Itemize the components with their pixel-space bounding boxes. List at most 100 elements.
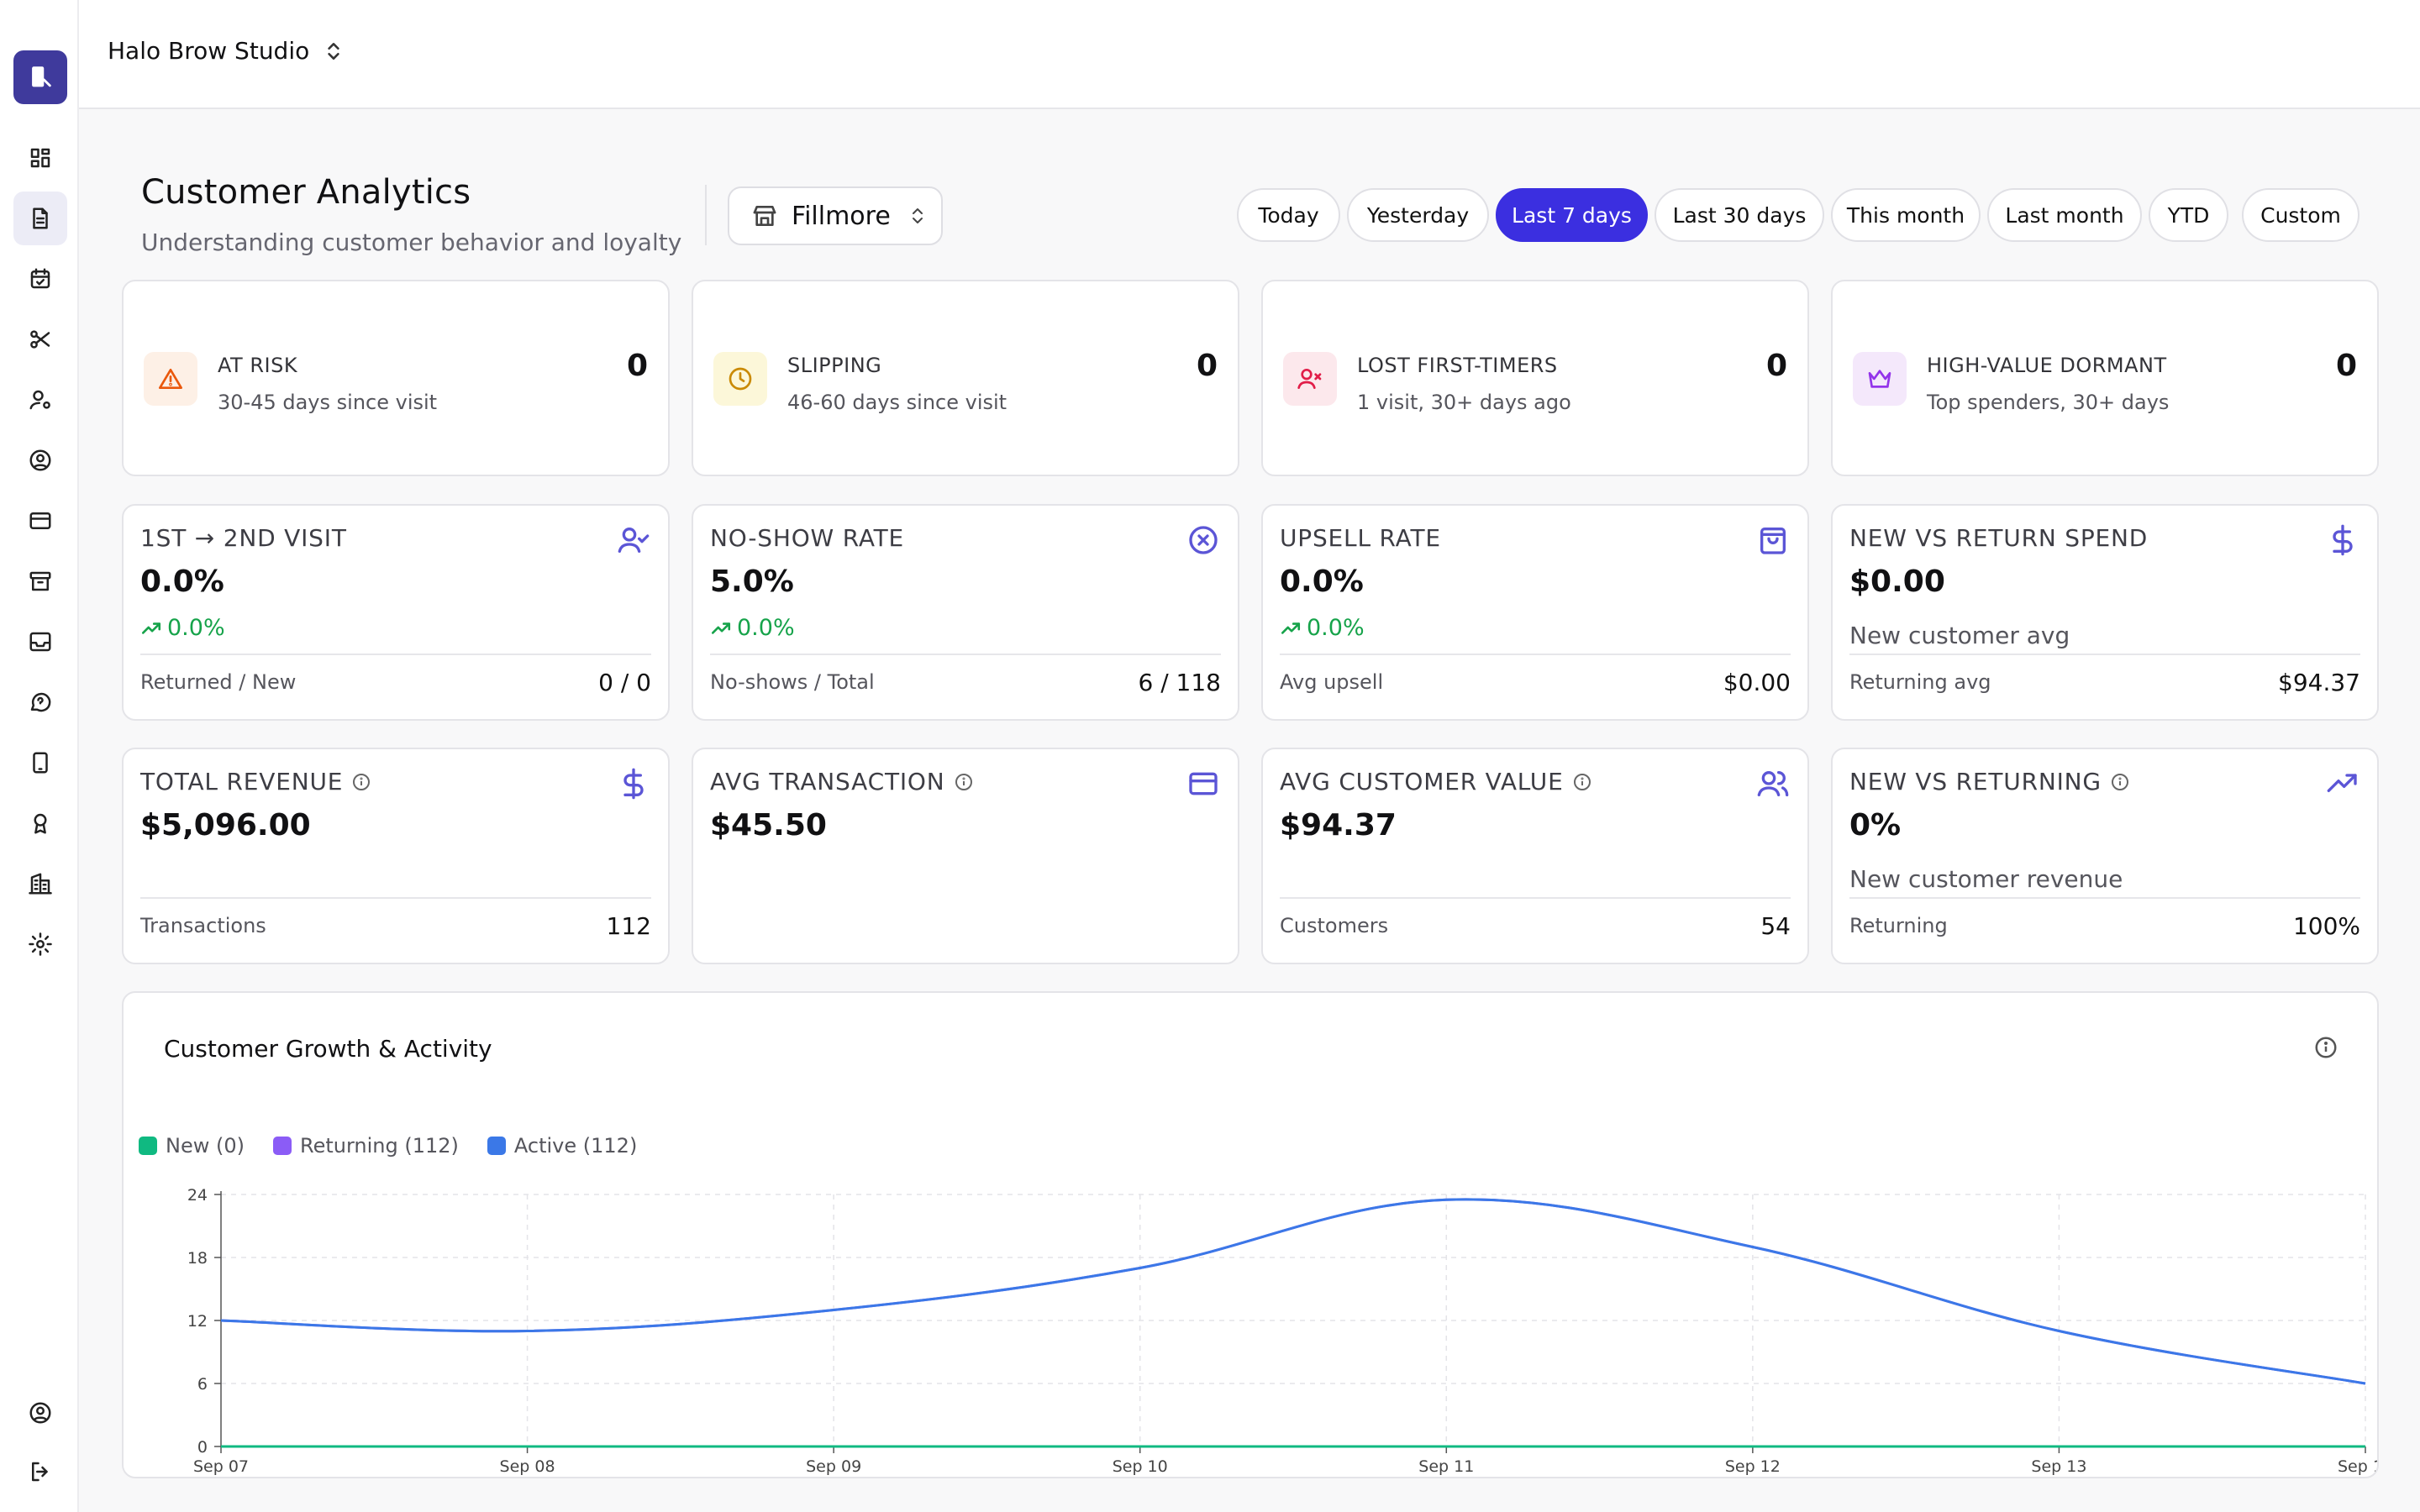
sidebar-item-tablet[interactable]: [13, 736, 67, 790]
sidebar-item-award[interactable]: [13, 796, 67, 850]
metric-card-avg-transaction: AVG TRANSACTION $45.50: [692, 748, 1239, 964]
range-last-month[interactable]: Last month: [1987, 188, 2142, 242]
user-settings-icon: [29, 390, 50, 410]
metric-label-text: NO-SHOW RATE: [710, 524, 905, 552]
dollar-icon: [623, 768, 644, 800]
metric-divider: [1849, 654, 2360, 655]
sidebar-item-inbox[interactable]: [13, 615, 67, 669]
metric-icon-wrap: [1186, 522, 1221, 558]
account-button[interactable]: [13, 1386, 67, 1440]
location-value: Fillmore: [792, 201, 891, 231]
series-line-active: [220, 1198, 2366, 1385]
info-icon: [1573, 773, 1591, 790]
legend-label: Returning (112): [299, 1134, 459, 1158]
clock-icon: [729, 367, 752, 391]
risk-description: 30-45 days since visit: [218, 391, 438, 414]
metric-foot-label: Returned / New: [140, 670, 297, 694]
risk-label: HIGH-VALUE DORMANT: [1927, 354, 2167, 377]
sidebar: [0, 0, 79, 1512]
range-last-7-days[interactable]: Last 7 days: [1496, 188, 1648, 242]
metric-foot-label: Returning: [1849, 914, 1948, 937]
range-yesterday[interactable]: Yesterday: [1347, 188, 1489, 242]
sidebar-item-credit-card[interactable]: [13, 494, 67, 548]
sidebar-item-chat[interactable]: [13, 675, 67, 729]
chat-icon: [30, 692, 51, 712]
legend-active[interactable]: Active (112): [487, 1134, 637, 1158]
x-circle-icon: [1189, 526, 1218, 554]
y-tick-label: 24: [187, 1186, 208, 1205]
metric-foot-label: Transactions: [140, 914, 266, 937]
chart-title: Customer Growth & Activity: [164, 1035, 492, 1063]
risk-count: 0: [1765, 349, 1787, 383]
legend-swatch: [139, 1137, 157, 1155]
users-icon: [1757, 771, 1789, 796]
sidebar-item-calendar-check[interactable]: [13, 252, 67, 306]
legend-swatch: [272, 1137, 292, 1155]
legend-label: New (0): [166, 1134, 245, 1158]
page-subtitle: Understanding customer behavior and loya…: [141, 228, 682, 256]
chart-info-button[interactable]: [2313, 1035, 2338, 1060]
x-tick-label: Sep 08: [500, 1457, 555, 1476]
metric-foot-value: 0 / 0: [598, 669, 651, 696]
metric-card-new-vs-return-spend: NEW VS RETURN SPEND $0.00 New customer avg…: [1831, 504, 2379, 721]
y-tick-label: 18: [187, 1249, 208, 1268]
sidebar-item-user-circle[interactable]: [13, 433, 67, 487]
sidebar-item-building[interactable]: [13, 857, 67, 911]
metric-value: 5.0%: [710, 564, 794, 599]
sidebar-item-archive[interactable]: [13, 554, 67, 608]
risk-card-slipping[interactable]: SLIPPING 46-60 days since visit 0: [692, 280, 1239, 476]
sidebar-item-dashboard[interactable]: [13, 131, 67, 185]
account-icon: [29, 1402, 51, 1424]
risk-icon-wrap: [713, 352, 767, 406]
risk-count: 0: [626, 349, 648, 383]
risk-count: 0: [2335, 349, 2357, 383]
gear-icon: [29, 932, 52, 956]
metric-foot-value: 54: [1760, 912, 1791, 940]
metric-label-text: TOTAL REVENUE: [140, 768, 344, 795]
info-icon: [2315, 1037, 2337, 1058]
metric-foot-label: No-shows / Total: [710, 670, 875, 694]
metric-divider: [710, 654, 1221, 655]
metric-foot-value: $0.00: [1723, 669, 1791, 696]
info-icon: [955, 773, 972, 790]
range-custom[interactable]: Custom: [2242, 188, 2360, 242]
metric-divider: [140, 654, 651, 655]
chevron-updown-icon: [912, 208, 923, 223]
metric-value: 0.0%: [1280, 564, 1364, 599]
legend-new[interactable]: New (0): [139, 1134, 245, 1158]
sidebar-item-gear[interactable]: [13, 917, 67, 971]
info-icon: [353, 773, 371, 790]
metric-icon-wrap: [1186, 766, 1221, 801]
shopping-bag-icon: [1760, 528, 1786, 554]
credit-card-icon: [1189, 772, 1218, 795]
calendar-check-icon: [30, 268, 50, 289]
range-last-30-days[interactable]: Last 30 days: [1655, 188, 1824, 242]
range-ytd[interactable]: YTD: [2149, 188, 2228, 242]
legend-returning[interactable]: Returning (112): [272, 1134, 459, 1158]
sidebar-item-scissors[interactable]: [13, 312, 67, 366]
risk-card-high-value-dormant[interactable]: HIGH-VALUE DORMANT Top spenders, 30+ days…: [1831, 280, 2379, 476]
sidebar-item-user-settings[interactable]: [13, 373, 67, 427]
risk-icon-wrap: [1283, 352, 1337, 406]
dollar-icon: [2333, 524, 2353, 556]
studio-switcher[interactable]: Halo Brow Studio: [108, 37, 345, 65]
metric-foot-label: Avg upsell: [1280, 670, 1384, 694]
dashboard-icon: [30, 148, 50, 168]
metric-divider: [1280, 897, 1791, 899]
range-this-month[interactable]: This month: [1831, 188, 1981, 242]
metric-delta: 0.0%: [1280, 615, 1365, 641]
risk-description: Top spenders, 30+ days: [1927, 391, 2170, 414]
risk-card-at-risk[interactable]: AT RISK 30-45 days since visit 0: [122, 280, 670, 476]
chevron-updown-icon: [328, 42, 339, 60]
risk-card-lost-first-timers[interactable]: LOST FIRST-TIMERS 1 visit, 30+ days ago 0: [1261, 280, 1809, 476]
logout-button[interactable]: [13, 1445, 67, 1499]
range-today[interactable]: Today: [1237, 188, 1340, 242]
building-icon: [29, 873, 52, 895]
metric-card-new-vs-returning: NEW VS RETURNING 0% New customer revenue Re…: [1831, 748, 2379, 964]
metric-foot-label: Returning avg: [1849, 670, 1991, 694]
y-tick-label: 0: [197, 1438, 208, 1457]
location-select[interactable]: Fillmore: [728, 186, 943, 245]
sidebar-item-document[interactable]: [13, 192, 67, 245]
x-tick-label: Sep 07: [193, 1457, 249, 1476]
app-logo[interactable]: [13, 50, 67, 104]
